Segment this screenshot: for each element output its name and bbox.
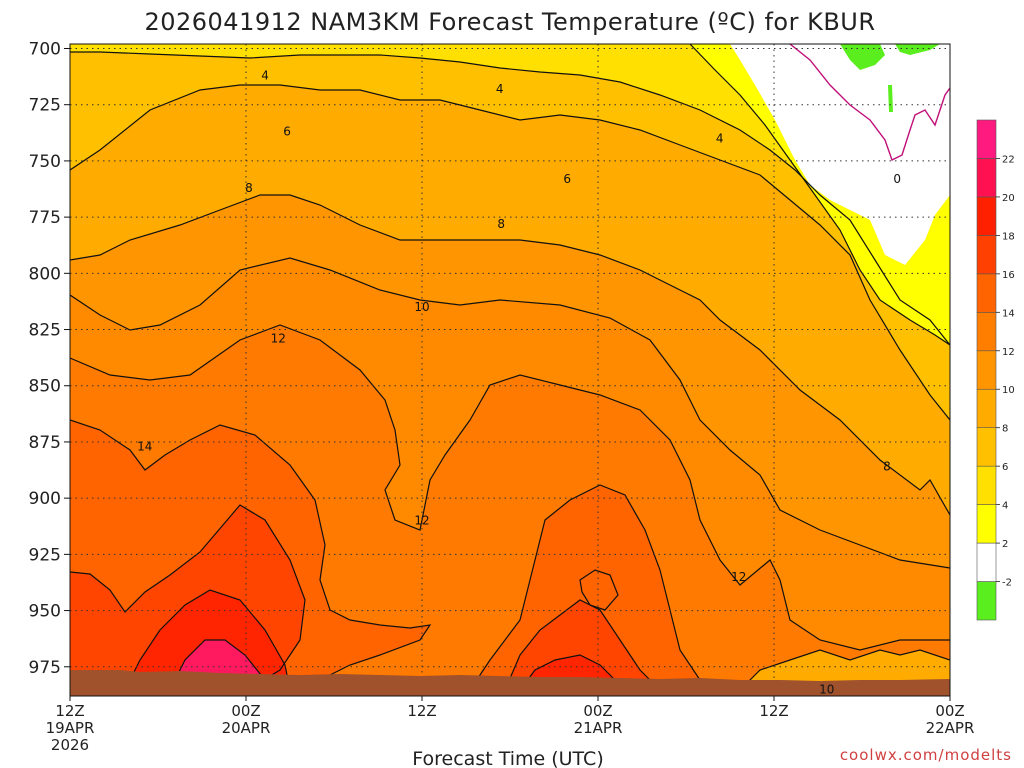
contour-label: 4 [496, 82, 504, 96]
contour-0 [789, 44, 950, 161]
contour-16-left [70, 504, 306, 689]
y-tick-label: 975 [29, 658, 61, 678]
colorbar-tick-label: -2 [1002, 578, 1012, 589]
colorbar-swatch [976, 273, 997, 313]
y-tick-label: 925 [29, 545, 61, 565]
fill-band-4-6 [70, 44, 950, 345]
x-tick-label: 00Z [231, 702, 260, 720]
contour-16-right [504, 599, 661, 691]
colorbar-tick-label: 12 [1002, 347, 1015, 358]
grid [70, 44, 950, 696]
fill-band-6-8 [70, 44, 950, 420]
colorbar-swatch [976, 504, 997, 544]
contour-label: 12 [271, 332, 286, 346]
contour-10 [70, 257, 950, 569]
contour-zero [789, 44, 950, 161]
contour-18-left [124, 589, 291, 691]
contour-label: 8 [245, 181, 253, 195]
colorbar-swatch [976, 119, 997, 159]
y-tick-label: 950 [29, 602, 61, 622]
x-tick-label: 12Z [759, 702, 788, 720]
x-tick-label: 12Z [55, 702, 84, 720]
colorbar-swatch [976, 235, 997, 275]
colorbar-tick-label: 8 [1002, 424, 1008, 435]
contour-label: 4 [716, 131, 724, 145]
plot-area [70, 44, 950, 696]
y-tick-label: 800 [29, 264, 61, 284]
contour-label: 0 [893, 172, 901, 186]
x-tick-label: 22APR [926, 719, 975, 737]
x-tick-label: 2026 [51, 736, 89, 754]
fill-band-minus2-c [888, 85, 893, 112]
y-tick-label: 775 [29, 208, 61, 228]
fill-band-below-2 [730, 44, 950, 265]
plot-frame [69, 43, 951, 697]
colorbar-tick-label: 6 [1002, 462, 1008, 473]
colorbar: -2 2 4 6 8 10 12 14 16 18 20 22 [976, 119, 1015, 621]
chart-title: 2026041912 NAM3KM Forecast Temperature (… [144, 8, 875, 36]
contour-label: 12 [731, 570, 746, 584]
colorbar-swatch [976, 350, 997, 390]
contour-2 [689, 44, 950, 346]
contour-label: 6 [283, 125, 291, 139]
contour-label: 4 [261, 68, 269, 82]
fill-band-minus2-a [840, 44, 885, 70]
colorbar-tick-label: 16 [1002, 270, 1015, 281]
x-axis-title: Forecast Time (UTC) [412, 748, 603, 768]
colorbar-tick-label: 22 [1002, 154, 1015, 165]
contour-16-islet [579, 569, 619, 611]
colorbar-tick-label: 4 [1002, 501, 1008, 512]
contour-label: 8 [497, 217, 505, 231]
contour-6 [70, 84, 950, 421]
colorbar-swatch [976, 312, 997, 352]
y-axis: 700 725 750 775 800 825 850 875 900 925 950 975 [29, 39, 70, 678]
y-tick-label: 700 [29, 39, 61, 59]
colorbar-swatch [976, 427, 997, 467]
colorbar-swatch [976, 465, 997, 505]
x-tick-label: 00Z [935, 702, 964, 720]
credit-text: coolwx.com/modelts [840, 746, 1012, 764]
x-tick-label: 20APR [222, 719, 271, 737]
colorbar-swatch [976, 158, 997, 198]
contour-12 [70, 324, 950, 651]
contour-8 [70, 194, 950, 516]
colorbar-tick-label: 20 [1002, 193, 1015, 204]
x-tick-label: 12Z [407, 702, 436, 720]
contour-labels: 4 4 4 6 6 8 8 8 10 12 12 12 14 10 0 [137, 68, 901, 696]
contour-label: 10 [819, 682, 834, 696]
colorbar-swatch [976, 542, 997, 582]
contour-10-lower [739, 649, 950, 691]
x-tick-label: 21APR [574, 719, 623, 737]
contour-lines [70, 44, 950, 691]
colorbar-tick-label: 14 [1002, 308, 1015, 319]
contour-label: 12 [414, 514, 429, 528]
y-tick-label: 750 [29, 152, 61, 172]
contour-14-left [70, 419, 432, 691]
x-tick-label: 00Z [583, 702, 612, 720]
contour-label: 10 [414, 300, 429, 314]
colorbar-swatch [976, 388, 997, 428]
y-tick-label: 725 [29, 96, 61, 116]
y-tick-label: 875 [29, 433, 61, 453]
colorbar-swatch [976, 196, 997, 236]
y-tick-label: 850 [29, 377, 61, 397]
colorbar-tick-label: 18 [1002, 231, 1015, 242]
contour-label: 6 [563, 172, 571, 186]
colorbar-tick-label: 10 [1002, 385, 1015, 396]
colorbar-swatch [976, 581, 997, 621]
y-tick-label: 900 [29, 489, 61, 509]
contour-label: 8 [883, 460, 891, 474]
contour-14-right [469, 484, 721, 691]
y-tick-label: 825 [29, 321, 61, 341]
fill-band-minus2-b [895, 44, 940, 55]
x-tick-label: 19APR [46, 719, 95, 737]
colorbar-tick-label: 2 [1002, 539, 1008, 550]
contour-4 [70, 51, 950, 346]
contour-label: 14 [137, 439, 152, 453]
terrain [70, 670, 950, 696]
